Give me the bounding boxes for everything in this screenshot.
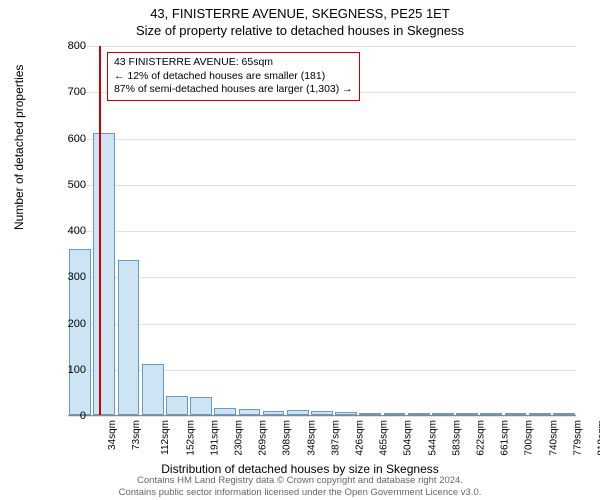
ytick-label: 0 [46, 410, 86, 422]
xtick-label: 348sqm [306, 420, 317, 456]
xtick-label: 308sqm [282, 420, 293, 456]
ytick-label: 600 [46, 133, 86, 145]
bar [553, 413, 575, 415]
xtick-label: 661sqm [500, 420, 511, 456]
bar [263, 411, 285, 415]
plot-region: 43 FINISTERRE AVENUE: 65sqm← 12% of deta… [68, 46, 576, 416]
bar [118, 260, 140, 415]
xtick-label: 818sqm [596, 420, 600, 456]
info-box: 43 FINISTERRE AVENUE: 65sqm← 12% of deta… [107, 52, 360, 101]
xtick-label: 465sqm [379, 420, 390, 456]
attribution-line1: Contains HM Land Registry data © Crown c… [0, 475, 600, 486]
xtick-label: 73sqm [131, 420, 142, 450]
bar [529, 413, 551, 415]
bar [166, 396, 188, 415]
bar [287, 410, 309, 415]
xtick-label: 152sqm [185, 420, 196, 456]
bar [190, 397, 212, 416]
info-box-line: ← 12% of detached houses are smaller (18… [114, 70, 353, 84]
x-axis-label: Distribution of detached houses by size … [0, 462, 600, 476]
xtick-label: 387sqm [330, 420, 341, 456]
ytick-label: 700 [46, 86, 86, 98]
xtick-label: 700sqm [524, 420, 535, 456]
gridline [68, 416, 576, 417]
y-axis-label: Number of detached properties [12, 65, 26, 230]
xtick-label: 112sqm [160, 420, 171, 455]
bar [359, 413, 381, 415]
xtick-label: 34sqm [107, 420, 118, 450]
chart-area: 43 FINISTERRE AVENUE: 65sqm← 12% of deta… [68, 46, 576, 416]
bar [335, 412, 357, 415]
bar [384, 413, 406, 415]
gridline [68, 185, 576, 186]
bar [311, 411, 333, 415]
xtick-label: 426sqm [355, 420, 366, 456]
ytick-label: 800 [46, 40, 86, 52]
bar [505, 413, 527, 415]
page-subtitle: Size of property relative to detached ho… [0, 21, 600, 42]
bar [142, 364, 164, 415]
gridline [68, 139, 576, 140]
ytick-label: 300 [46, 271, 86, 283]
bar [480, 413, 502, 415]
xtick-label: 779sqm [572, 420, 583, 456]
gridline [68, 231, 576, 232]
bar [93, 133, 115, 415]
gridline [68, 277, 576, 278]
info-box-line: 43 FINISTERRE AVENUE: 65sqm [114, 56, 353, 70]
attribution: Contains HM Land Registry data © Crown c… [0, 475, 600, 498]
xtick-label: 583sqm [451, 420, 462, 456]
gridline [68, 324, 576, 325]
info-box-line: 87% of semi-detached houses are larger (… [114, 83, 353, 97]
xtick-label: 230sqm [234, 420, 245, 456]
bar [239, 409, 261, 415]
xtick-label: 544sqm [427, 420, 438, 456]
ytick-label: 200 [46, 318, 86, 330]
page-title: 43, FINISTERRE AVENUE, SKEGNESS, PE25 1E… [0, 0, 600, 21]
xtick-label: 191sqm [209, 420, 220, 456]
xtick-label: 622sqm [476, 420, 487, 456]
ytick-label: 500 [46, 179, 86, 191]
bar [432, 413, 454, 415]
ytick-label: 400 [46, 225, 86, 237]
attribution-line2: Contains public sector information licen… [0, 487, 600, 498]
marker-line [99, 46, 101, 415]
bar [214, 408, 236, 415]
xtick-label: 504sqm [403, 420, 414, 456]
bar [408, 413, 430, 415]
xtick-label: 740sqm [548, 420, 559, 456]
xtick-label: 269sqm [258, 420, 269, 456]
gridline [68, 46, 576, 47]
ytick-label: 100 [46, 364, 86, 376]
bar [456, 413, 478, 415]
